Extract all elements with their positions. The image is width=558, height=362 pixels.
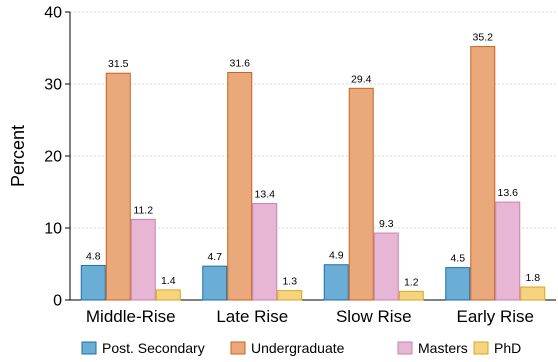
bar-undergraduate-middle-rise <box>105 72 131 301</box>
data-label: 1.2 <box>404 276 419 288</box>
data-label: 31.5 <box>108 58 129 70</box>
bar-post-secondary-slow-rise <box>323 264 349 301</box>
y-tick-label: 0 <box>53 293 62 310</box>
data-label: 4.5 <box>450 253 465 265</box>
legend-label: Post. Secondary <box>102 340 205 356</box>
bar-phd-late-rise <box>277 290 303 301</box>
category-label: Early Rise <box>457 307 534 326</box>
bar-phd-middle-rise <box>155 289 181 301</box>
bar-phd-early-rise <box>520 286 546 301</box>
y-tick-label: 40 <box>44 5 62 22</box>
data-label: 4.9 <box>329 250 344 262</box>
data-label: 9.3 <box>379 218 394 230</box>
data-label: 11.2 <box>133 204 153 216</box>
bar-post-secondary-early-rise <box>445 267 471 301</box>
legend-swatch <box>397 341 413 355</box>
legend-label: Masters <box>418 340 468 356</box>
data-label: 13.6 <box>498 187 519 199</box>
legend-swatch <box>81 341 97 355</box>
bar-masters-middle-rise <box>130 218 156 301</box>
bar-undergraduate-late-rise <box>227 71 253 301</box>
y-tick-label: 20 <box>44 149 62 166</box>
legend-swatch <box>473 341 489 355</box>
legend-label: PhD <box>494 340 521 356</box>
bar-post-secondary-late-rise <box>202 265 228 301</box>
bars <box>80 46 546 301</box>
data-label: 35.2 <box>473 32 494 44</box>
data-label: 1.8 <box>525 272 540 284</box>
legend: Post. Secondary Undergraduate Masters PhD <box>81 340 521 356</box>
bar-masters-slow-rise <box>373 232 399 301</box>
bar-phd-slow-rise <box>398 290 424 301</box>
data-label: 4.7 <box>207 251 222 263</box>
bar-masters-early-rise <box>495 201 521 301</box>
legend-swatch <box>230 341 246 355</box>
data-label: 4.8 <box>86 250 101 262</box>
bar-masters-late-rise <box>252 203 278 301</box>
data-label: 1.3 <box>282 276 297 288</box>
bar-undergraduate-slow-rise <box>348 87 374 301</box>
data-label: 1.4 <box>161 275 176 287</box>
legend-label: Undergraduate <box>251 340 345 356</box>
y-tick-label: 30 <box>44 77 62 94</box>
category-label: Late Rise <box>216 307 288 326</box>
y-tick-label: 10 <box>44 221 62 238</box>
category-label: Middle-Rise <box>86 307 176 326</box>
category-labels: Middle-Rise Late Rise Slow Rise Early Rise <box>86 307 534 326</box>
data-labels: 4.8 31.5 11.2 1.4 4.7 31.6 13.4 1.3 4.9 29.4 9.3 1.… <box>86 32 540 289</box>
y-axis-ticks: 0 10 20 30 40 <box>44 5 70 310</box>
bar-post-secondary-middle-rise <box>80 264 106 301</box>
data-label: 31.6 <box>230 57 251 69</box>
category-label: Slow Rise <box>336 307 412 326</box>
y-axis-title: Percent <box>8 125 28 187</box>
bar-undergraduate-early-rise <box>470 46 496 301</box>
data-label: 13.4 <box>255 189 276 201</box>
data-label: 29.4 <box>351 73 372 85</box>
